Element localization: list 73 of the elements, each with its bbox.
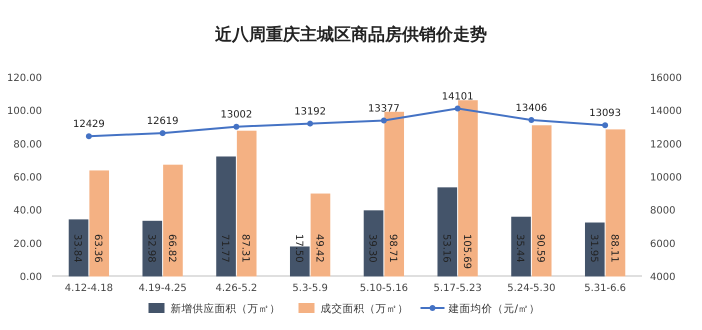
data-label: 88.11	[608, 234, 620, 263]
point	[307, 120, 314, 127]
point	[602, 122, 608, 128]
x-tick-label: 4.19-4.25	[138, 283, 187, 294]
data-label: 13406	[515, 103, 548, 114]
y-tick-label: 120.00	[7, 73, 42, 84]
point	[380, 118, 387, 124]
point	[86, 133, 92, 140]
bar	[384, 112, 404, 276]
bar	[584, 222, 605, 276]
y2-tick-label: 10000	[650, 172, 682, 184]
bar	[163, 164, 183, 276]
y2-tick-label: 14000	[650, 106, 682, 118]
point	[454, 105, 461, 112]
data-label: 12619	[146, 116, 179, 128]
point	[160, 130, 166, 136]
bar	[142, 220, 162, 276]
data-label: 13002	[220, 110, 252, 121]
data-label: 87.31	[240, 234, 251, 263]
data-label: 12429	[72, 119, 105, 130]
bar	[364, 210, 384, 276]
bar	[236, 130, 257, 276]
point	[233, 124, 240, 130]
data-label: 33.84	[72, 234, 83, 263]
y-tick-label: 20.00	[13, 238, 42, 250]
x-tick-label: 5.31-6.6	[584, 283, 626, 294]
bar	[310, 194, 330, 276]
point	[528, 117, 534, 124]
x-tick-label: 5.24-5.30	[507, 283, 556, 294]
legend-label: 新增供应面积（万㎡）	[170, 302, 280, 315]
data-label: 39.30	[366, 234, 378, 263]
y-tick-label: 0.00	[20, 272, 42, 283]
y2-tick-label: 8000	[650, 206, 676, 217]
data-label: 14101	[442, 91, 474, 102]
data-label: 71.77	[219, 234, 230, 263]
bar	[68, 219, 88, 276]
y-tick-label: 100.00	[7, 106, 42, 118]
data-label: 90.59	[534, 234, 546, 263]
data-label: 49.42	[313, 234, 324, 263]
data-label: 13192	[294, 106, 326, 118]
x-tick-label: 5.10-5.16	[360, 283, 408, 294]
chart-title: 近八周重庆主城区商品房供销价走势	[214, 25, 487, 45]
y2-tick-label: 16000	[650, 73, 682, 84]
data-label: 63.36	[92, 234, 104, 263]
data-label: 98.71	[387, 234, 398, 263]
y-tick-label: 60.00	[13, 172, 42, 184]
x-tick-label: 4.12-4.18	[64, 283, 113, 294]
legend-label: 建面均价（元/㎡）	[448, 302, 540, 315]
bar	[511, 216, 531, 276]
bar	[532, 125, 552, 276]
y-tick-label: 40.00	[13, 206, 42, 217]
data-label: 31.95	[588, 234, 599, 263]
bar	[606, 129, 626, 276]
x-tick-label: 5.3-5.9	[292, 283, 328, 294]
bar	[216, 156, 236, 276]
data-label: 105.69	[460, 234, 472, 269]
data-label: 66.82	[166, 234, 177, 263]
data-label: 53.16	[440, 234, 452, 263]
data-label: 17.50	[292, 234, 304, 263]
bar	[458, 100, 478, 276]
y2-tick-label: 12000	[650, 139, 682, 150]
data-label: 13093	[589, 108, 622, 120]
y-tick-label: 80.00	[13, 139, 42, 150]
data-label: 35.44	[514, 234, 526, 263]
y2-tick-label: 4000	[650, 272, 676, 283]
bar	[437, 187, 458, 276]
data-label: 13377	[368, 104, 400, 114]
x-tick-label: 4.26-5.2	[215, 283, 258, 294]
bar	[89, 170, 110, 276]
data-label: 32.98	[145, 234, 156, 263]
y2-tick-label: 6000	[650, 238, 676, 250]
legend-label: 成交面积（万㎡）	[320, 302, 408, 315]
x-tick-label: 5.17-5.23	[434, 283, 482, 294]
